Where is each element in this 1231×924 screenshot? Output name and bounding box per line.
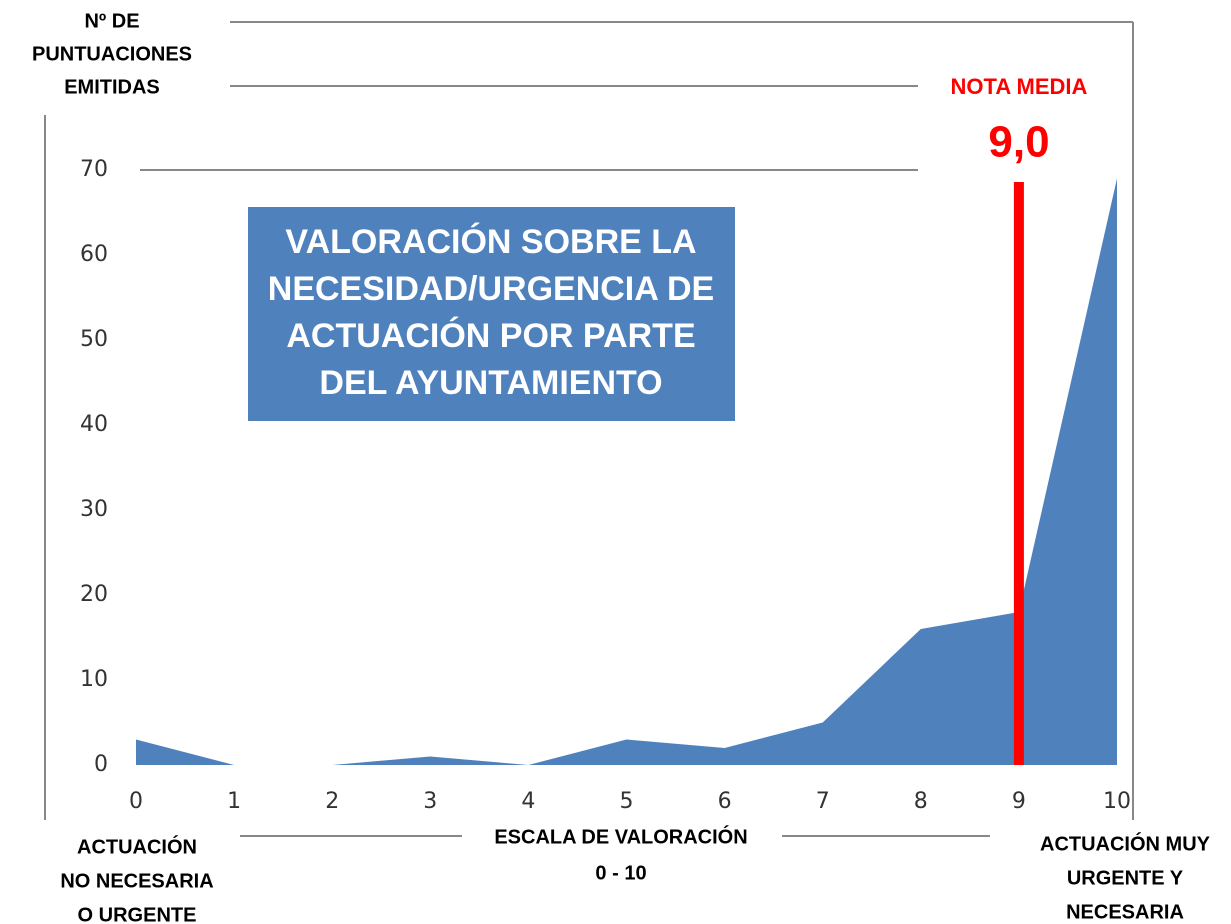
- x-tick-label: 10: [1103, 789, 1131, 814]
- y-tick-label: 40: [80, 412, 108, 437]
- chart-title: DEL AYUNTAMIENTO: [319, 364, 662, 402]
- right-note: ACTUACIÓN MUY: [1040, 831, 1211, 855]
- y-tick-label: 50: [80, 327, 108, 352]
- x-tick-label: 9: [1012, 789, 1026, 814]
- title-box: [248, 207, 735, 421]
- x-tick-label: 6: [718, 789, 732, 814]
- x-tick-label: 1: [227, 789, 241, 814]
- right-note: URGENTE Y: [1067, 867, 1184, 889]
- chart-title: VALORACIÓN SOBRE LA: [285, 223, 696, 261]
- y-tick-label: 60: [80, 242, 108, 267]
- y-tick-label: 0: [94, 752, 108, 777]
- x-tick-label: 2: [325, 789, 339, 814]
- x-tick-label: 8: [914, 789, 928, 814]
- x-tick-label: 5: [620, 789, 634, 814]
- mean-label: NOTA MEDIA: [951, 74, 1088, 99]
- x-tick-label: 7: [816, 789, 830, 814]
- right-note: NECESARIA: [1066, 901, 1184, 923]
- left-note: NO NECESARIA: [60, 870, 213, 892]
- y-tick-label: 70: [80, 157, 108, 182]
- x-tick-label: 0: [129, 789, 143, 814]
- y-tick-label: 20: [80, 582, 108, 607]
- y-tick-label: 30: [80, 497, 108, 522]
- left-note: O URGENTE: [78, 904, 197, 924]
- chart-title: ACTUACIÓN POR PARTE: [286, 317, 695, 355]
- x-tick-label: 4: [521, 789, 535, 814]
- x-axis-label: ESCALA DE VALORACIÓN: [494, 824, 747, 848]
- y-tick-label: 10: [80, 667, 108, 692]
- y-axis-label: Nº DE: [84, 10, 139, 32]
- mean-value: 9,0: [988, 118, 1049, 167]
- left-note: ACTUACIÓN: [77, 834, 197, 858]
- frame: [44, 21, 1134, 837]
- x-axis-label: 0 - 10: [595, 862, 646, 884]
- chart-title: NECESIDAD/URGENCIA DE: [268, 270, 714, 308]
- y-axis-label: EMITIDAS: [64, 76, 160, 98]
- x-tick-label: 3: [423, 789, 437, 814]
- y-axis-label: PUNTUACIONES: [32, 43, 192, 65]
